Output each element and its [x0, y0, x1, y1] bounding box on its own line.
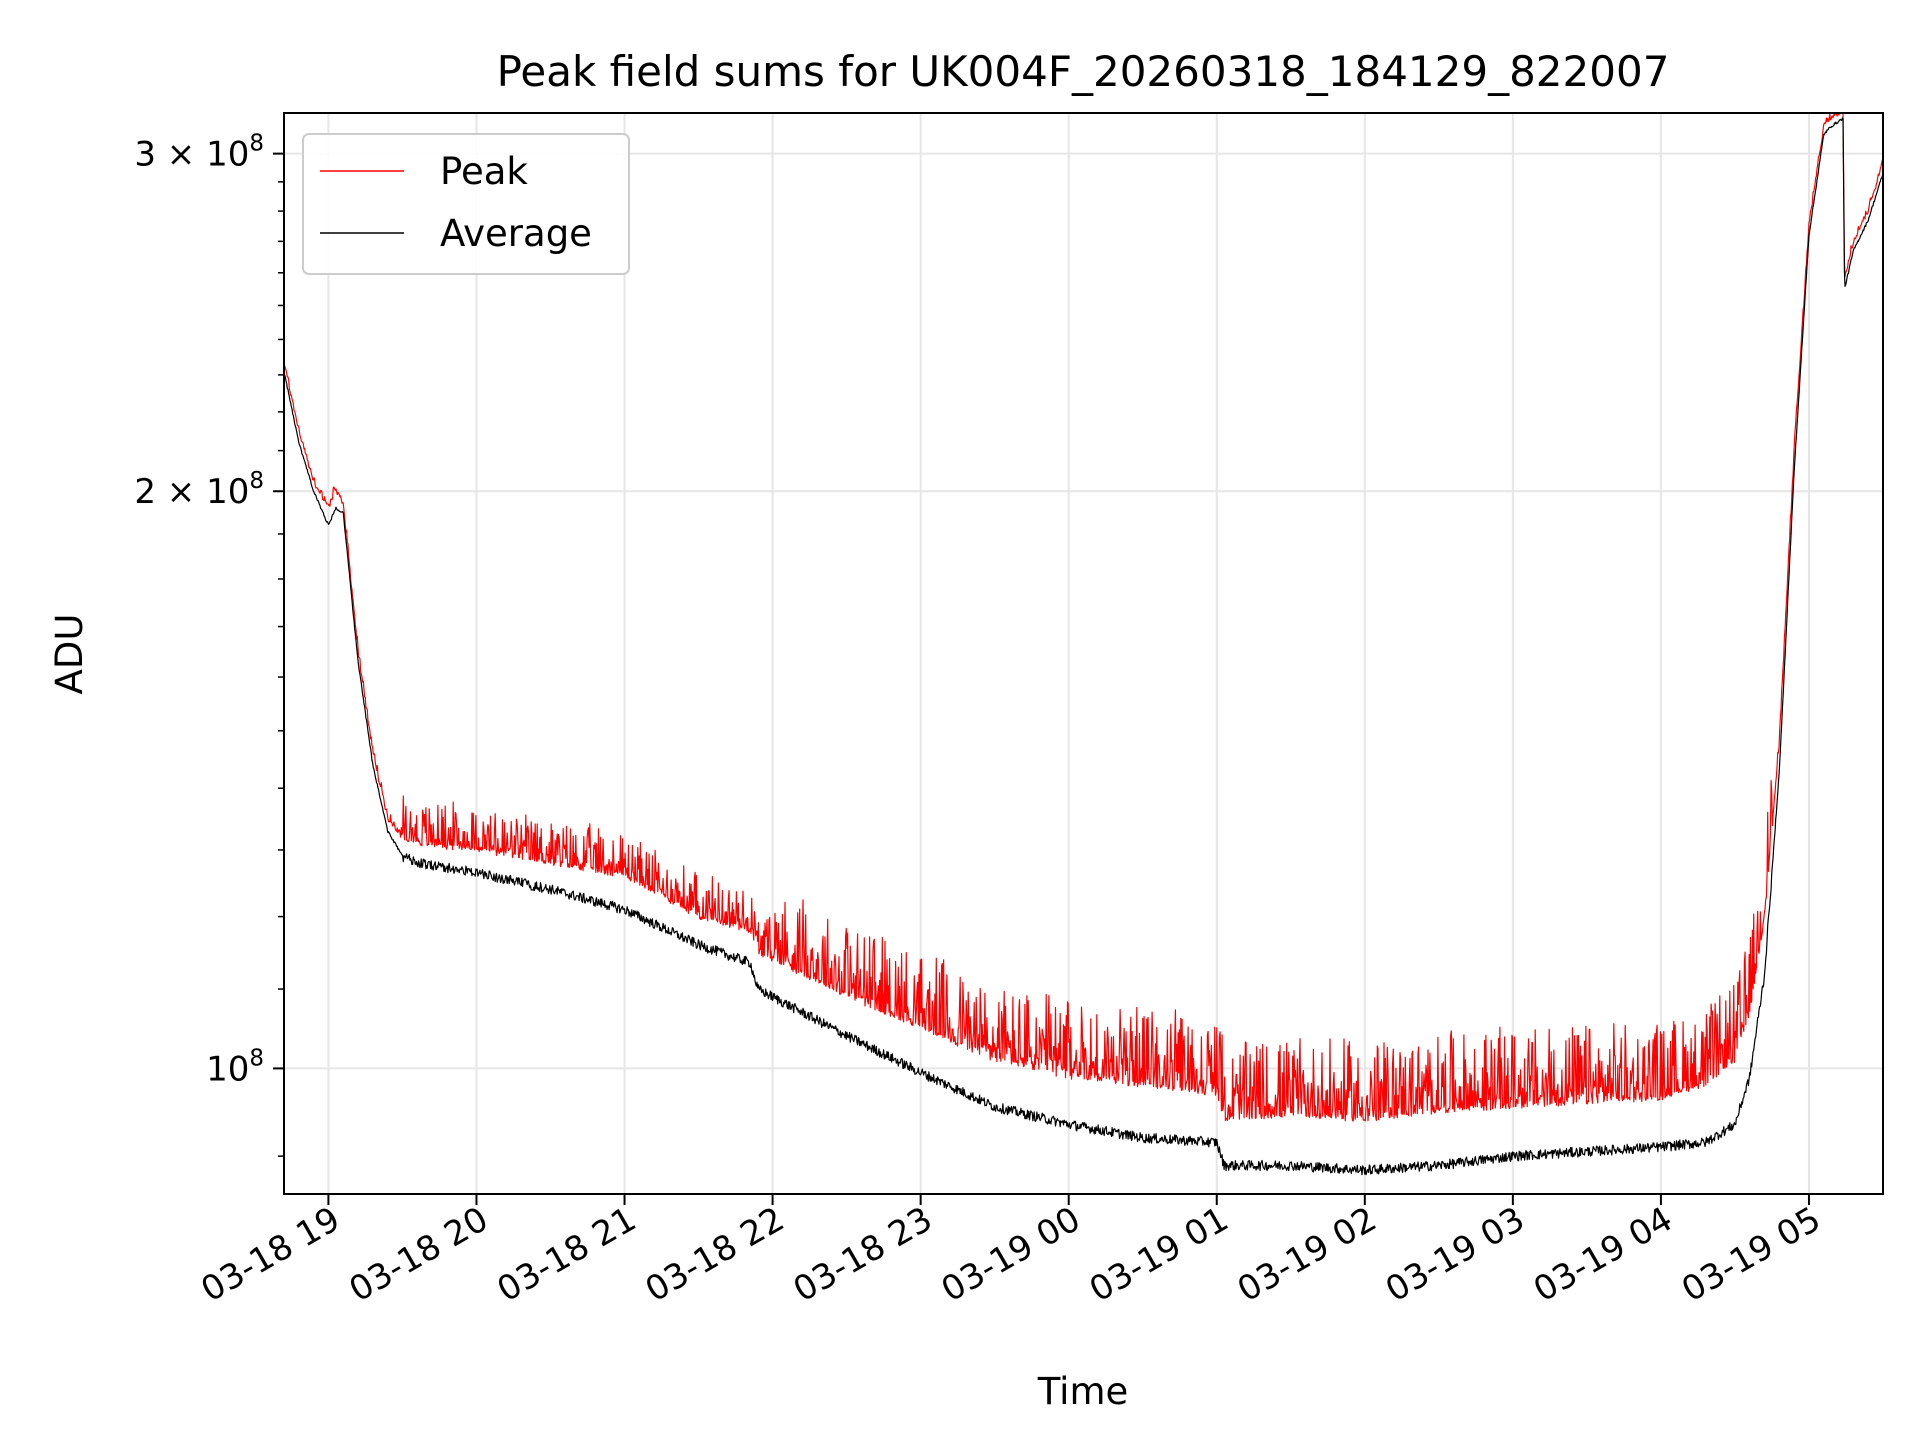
series-line-peak: [283, 112, 1884, 1122]
x-axis-label: Time: [1037, 1370, 1129, 1413]
plot-frame: [283, 112, 1884, 1195]
y-axis: 108 2 × 108 3 × 108: [134, 131, 284, 1157]
legend: Peak Average: [302, 133, 630, 275]
legend-label-peak: Peak: [440, 150, 528, 193]
y-axis-label: ADU: [48, 614, 91, 695]
y-tick-label: 108: [206, 1045, 264, 1089]
y-tick-label: 3 × 108: [134, 131, 264, 175]
legend-box: [302, 133, 630, 275]
y-tick-label: 2 × 108: [134, 468, 264, 512]
legend-label-average: Average: [440, 212, 592, 255]
chart-title: Peak field sums for UK004F_20260318_1841…: [497, 47, 1670, 96]
series-layer: [283, 112, 1884, 1176]
grid: [284, 113, 1883, 1194]
series-line-average: [283, 117, 1884, 1176]
